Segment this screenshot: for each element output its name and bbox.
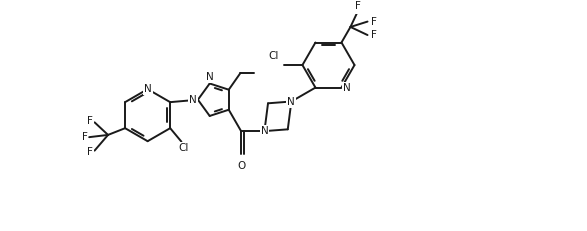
Text: N: N: [343, 83, 351, 94]
Text: N: N: [261, 126, 268, 136]
Text: F: F: [87, 147, 93, 157]
Text: F: F: [355, 1, 361, 11]
Text: F: F: [371, 30, 377, 40]
Text: Cl: Cl: [178, 143, 189, 153]
Text: N: N: [288, 97, 295, 106]
Text: O: O: [237, 161, 245, 171]
Text: Cl: Cl: [269, 51, 279, 61]
Text: N: N: [189, 95, 197, 105]
Text: N: N: [206, 72, 214, 82]
Text: F: F: [82, 132, 87, 142]
Text: F: F: [87, 116, 93, 126]
Text: F: F: [371, 17, 377, 27]
Text: N: N: [144, 84, 151, 94]
